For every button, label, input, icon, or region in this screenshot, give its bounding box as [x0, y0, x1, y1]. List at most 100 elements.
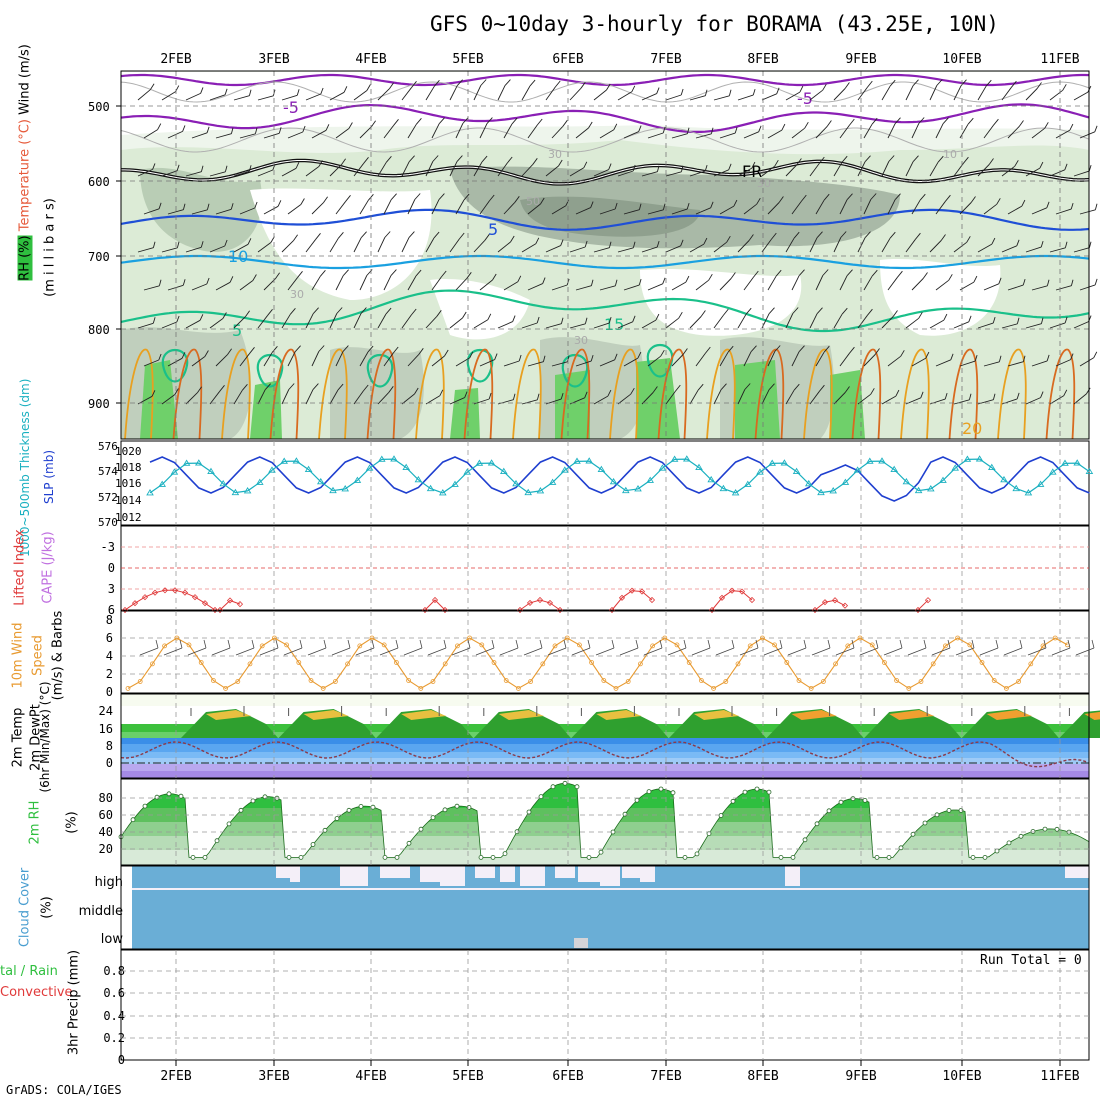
- wind-barb: [215, 203, 234, 215]
- wind-barb: [281, 89, 300, 101]
- wind-barb: [815, 193, 830, 215]
- wind10-panel: [120, 610, 1090, 694]
- contour-label: 10: [943, 148, 957, 161]
- wind-barb: [785, 307, 799, 329]
- wind-barb: [353, 384, 369, 405]
- thickness-point: [622, 486, 630, 494]
- rh-tick: 80: [99, 791, 113, 805]
- wind-speed-point: [540, 661, 546, 667]
- wind-barb: [137, 163, 156, 177]
- wind-barb: [959, 196, 976, 215]
- wind-barb: [863, 117, 878, 139]
- wind-barb: [1073, 164, 1092, 177]
- rh2m-point: [958, 808, 964, 813]
- wind-barb: [191, 203, 210, 215]
- lifted-index-point: [161, 587, 169, 594]
- rh2m-point: [718, 813, 724, 818]
- wind-barb: [743, 270, 759, 291]
- lifted-index-point: [421, 606, 429, 614]
- wind-barb: [161, 388, 179, 405]
- lifted-index-point: [536, 596, 544, 604]
- thickness-tick: 574: [98, 465, 118, 478]
- wind-barb: [257, 383, 271, 405]
- wind-barb: [329, 86, 348, 101]
- cloud-high-gap: [380, 866, 410, 878]
- wind-speed-point: [259, 643, 265, 649]
- wind-barb: [983, 198, 1001, 215]
- wind-barb: [935, 117, 949, 139]
- wind-barb: [401, 231, 415, 253]
- wind-barb: [161, 164, 180, 177]
- thickness-point: [780, 459, 789, 466]
- wind-barb: [353, 231, 367, 253]
- lifted-index-point: [618, 594, 626, 601]
- wind-barb: [641, 165, 660, 177]
- temp-peak: [766, 709, 864, 738]
- wind-barb: [857, 155, 871, 177]
- wind-speed-point: [406, 678, 412, 683]
- wind-barb: [809, 307, 823, 329]
- wind-barb: [167, 352, 186, 367]
- thickness-point: [866, 457, 874, 464]
- contour-label: -5: [797, 89, 813, 108]
- wind-barb-10m: [835, 647, 855, 656]
- pressure-tick: 500: [88, 100, 110, 114]
- wind-barb: [737, 383, 751, 405]
- lifted-index-point: [738, 588, 746, 595]
- rh2m-point: [898, 845, 904, 851]
- wind-barb: [983, 118, 999, 139]
- wind-barb: [521, 237, 540, 253]
- wind-barb: [623, 125, 642, 139]
- rh2m-point: [574, 784, 580, 790]
- thickness-point: [1012, 484, 1020, 492]
- cloud-high-gap: [600, 866, 620, 886]
- wind-barb: [983, 277, 1002, 291]
- wind-barb: [713, 308, 729, 329]
- top-date-label: 7FEB: [650, 52, 681, 67]
- wind-barb: [407, 118, 422, 139]
- wind-barb: [401, 387, 419, 405]
- wind-barb: [281, 308, 296, 329]
- wind-barb: [311, 124, 330, 139]
- wind-barb: [761, 232, 777, 253]
- thickness-point: [439, 489, 447, 496]
- wind-barbs: [137, 79, 1098, 405]
- rh2m-point: [646, 789, 652, 794]
- rh2m-point: [334, 816, 340, 821]
- run-total: Run Total = 0: [980, 953, 1082, 968]
- wind-barb: [383, 119, 399, 139]
- wind-barb-10m: [259, 647, 279, 656]
- wind-barb: [497, 315, 516, 329]
- lifted-index-point: [441, 606, 449, 614]
- precip-tick: 0.2: [103, 1031, 125, 1045]
- wind-speed-point: [869, 642, 875, 648]
- wind-speed-point: [674, 642, 680, 648]
- wind-barb: [1001, 239, 1020, 253]
- lifted-index-line: [917, 599, 929, 611]
- rh2m-point: [190, 855, 196, 860]
- wind-barb: [263, 346, 278, 367]
- wind-barb: [137, 241, 156, 253]
- wind-barb: [497, 79, 511, 101]
- wind-barb: [359, 120, 376, 139]
- thickness-point: [878, 457, 886, 464]
- contour-label: 10: [228, 247, 248, 266]
- temp-peak-top: [401, 710, 447, 720]
- wind-speed-point: [137, 679, 143, 684]
- wind-barb: [503, 354, 522, 367]
- wind-speed-point: [162, 643, 168, 649]
- thickness-point: [182, 459, 191, 466]
- wind-speed-point: [796, 678, 802, 683]
- wind-barb: [599, 123, 618, 139]
- temp-peak-top: [596, 710, 642, 720]
- bottom-date-label: 11FEB: [1040, 1069, 1079, 1084]
- wind-barb: [167, 203, 186, 215]
- rh2m-point: [478, 855, 484, 860]
- wind-speed-point: [821, 679, 826, 684]
- rh2m-point: [226, 821, 232, 827]
- thickness-point: [573, 457, 581, 464]
- lifted-tick: 3: [108, 582, 115, 596]
- wind-barb: [305, 87, 324, 101]
- thickness-point: [805, 479, 813, 487]
- temp-peak: [473, 709, 571, 738]
